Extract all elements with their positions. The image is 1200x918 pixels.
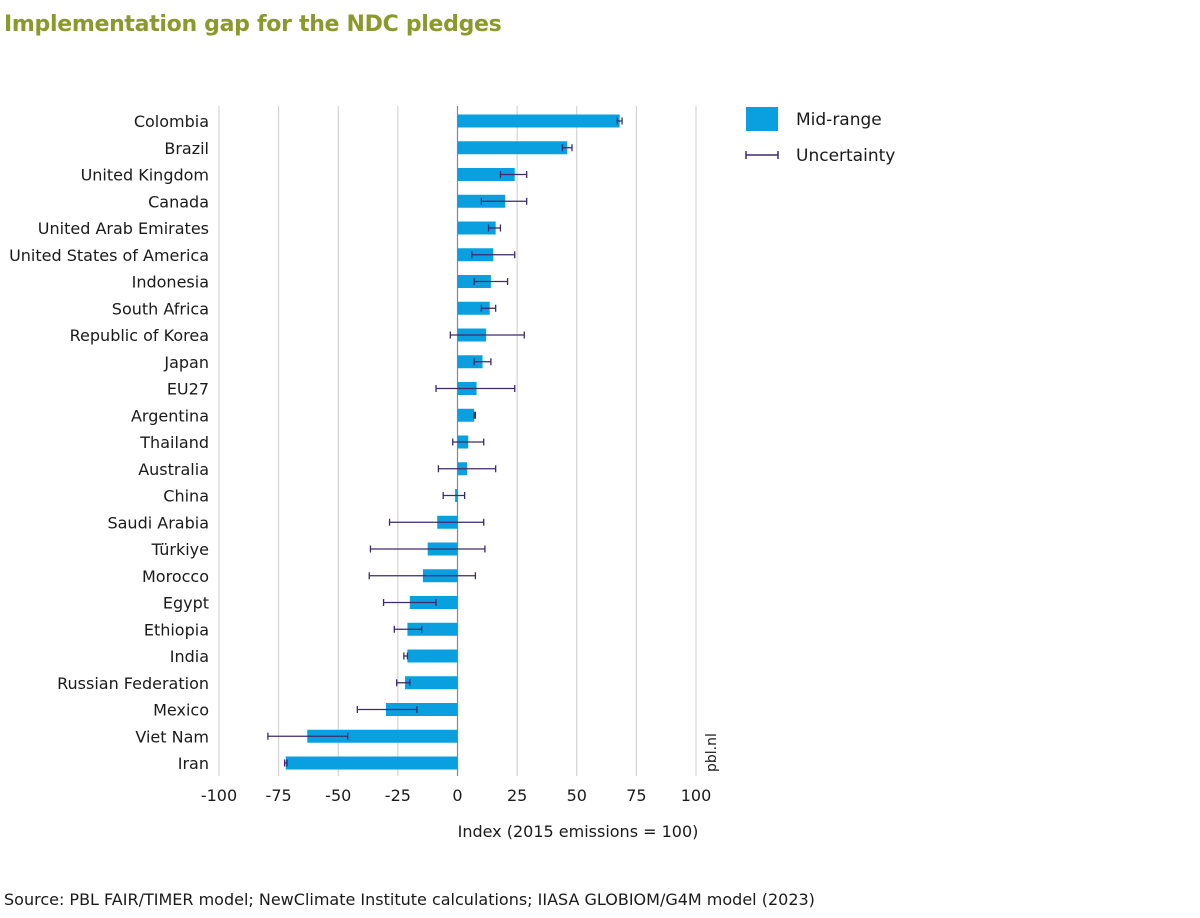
category-label: United Arab Emirates [38, 219, 209, 238]
category-label: Brazil [164, 139, 209, 158]
category-label: Indonesia [132, 273, 209, 292]
category-label: EU27 [167, 380, 209, 399]
x-tick-label: 25 [507, 786, 527, 805]
category-label: Australia [138, 460, 209, 479]
category-label: China [163, 487, 209, 506]
source-note: Source: PBL FAIR/TIMER model; NewClimate… [4, 890, 815, 909]
bar [385, 703, 458, 716]
category-label: Egypt [163, 594, 209, 613]
bar [405, 676, 458, 690]
x-tick-label: -50 [325, 786, 351, 805]
bar [407, 649, 458, 663]
x-tick-label: -25 [385, 786, 411, 805]
bar [457, 221, 496, 235]
category-label: Republic of Korea [70, 326, 209, 345]
x-tick-label: 100 [681, 786, 712, 805]
grid-layer [218, 106, 697, 776]
category-label: Ethiopia [144, 620, 209, 639]
x-tick-label: 75 [626, 786, 646, 805]
label-layer: -100 -75 -50 -25 0 25 50 75 100 Colombia Brazil Uni… [9, 112, 711, 805]
legend-label-uncertainty: Uncertainty [796, 146, 895, 166]
category-label: Saudi Arabia [107, 513, 209, 532]
chart-title: Implementation gap for the NDC pledges [4, 12, 502, 37]
category-label: United States of America [9, 246, 209, 265]
x-tick-label: 0 [452, 786, 462, 805]
category-label: Thailand [139, 433, 209, 452]
bar [457, 114, 620, 128]
bar [457, 408, 475, 422]
category-label: Canada [148, 192, 209, 211]
category-label: Morocco [142, 567, 209, 586]
bar [307, 729, 458, 743]
x-tick-label: -100 [201, 786, 237, 805]
category-label: Japan [163, 353, 209, 372]
bar [457, 141, 568, 155]
errorbar-layer [267, 117, 623, 767]
bar [457, 355, 483, 369]
watermark: pbl.nl [704, 733, 720, 772]
bar [285, 756, 458, 770]
x-axis-label: Index (2015 emissions = 100) [458, 822, 699, 841]
bar [407, 622, 458, 636]
legend: Mid-range Uncertainty [745, 107, 895, 166]
legend-label-mid-range: Mid-range [796, 110, 882, 130]
category-label: Russian Federation [57, 674, 209, 693]
category-label: Mexico [153, 701, 209, 720]
category-label: India [170, 647, 209, 666]
x-tick-label: 50 [567, 786, 587, 805]
category-label: United Kingdom [81, 166, 209, 185]
category-label: Colombia [134, 112, 209, 131]
category-label: Türkiye [151, 540, 209, 559]
category-label: Viet Nam [135, 727, 209, 746]
x-tick-label: -75 [266, 786, 292, 805]
bar-layer [285, 114, 620, 770]
category-label: South Africa [112, 299, 209, 318]
category-label: Iran [178, 754, 209, 773]
category-label: Argentina [131, 406, 209, 425]
legend-swatch-mid-range [746, 107, 778, 131]
